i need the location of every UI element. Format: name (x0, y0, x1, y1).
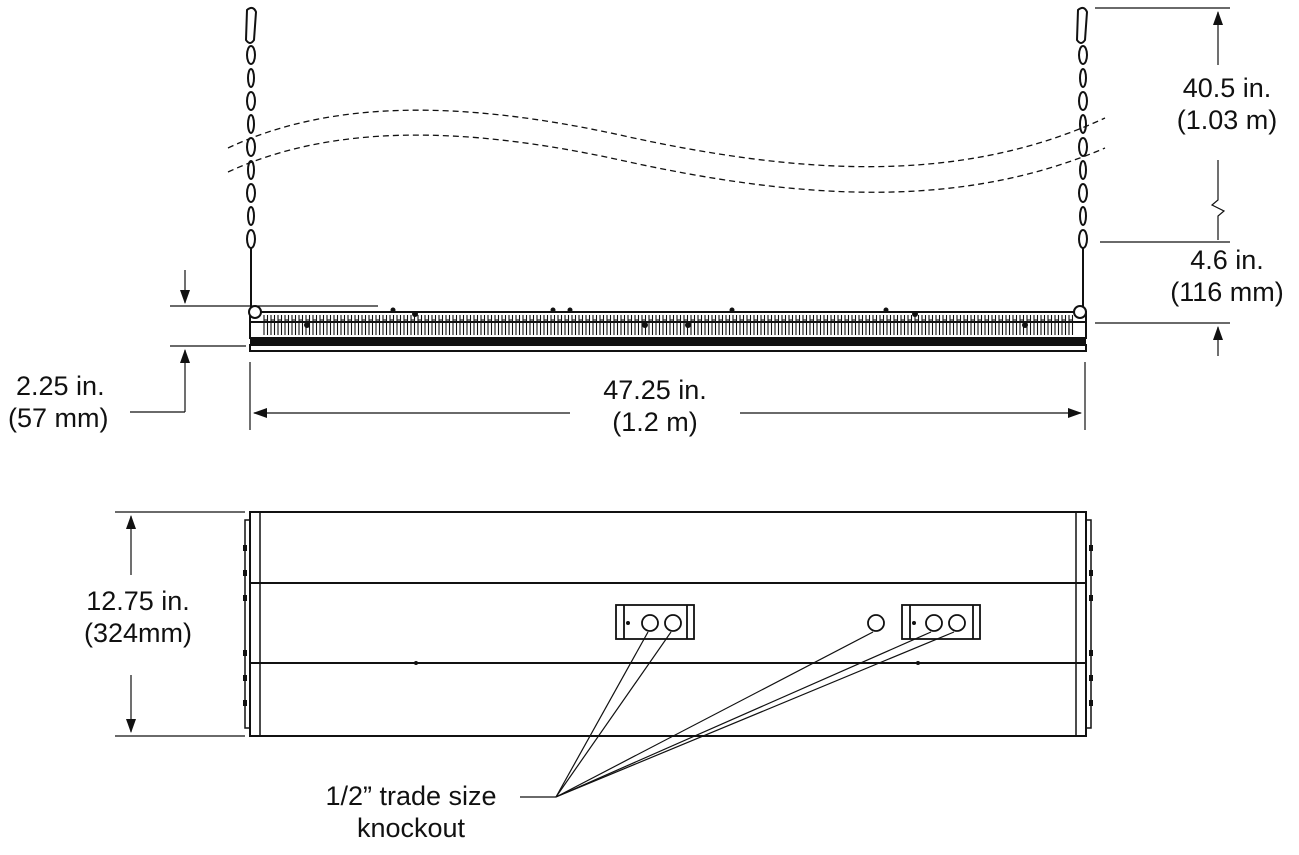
knockout-single (867, 614, 885, 632)
fixture-top-view (243, 511, 1093, 737)
fixture-width-label: 12.75 in. (324mm) (60, 585, 216, 650)
hook-height-metric: (116 mm) (1170, 277, 1284, 308)
left-chain (244, 6, 258, 308)
fixture-width-metric: (324mm) (83, 618, 192, 649)
knockout-callout-line2: knockout (356, 813, 466, 844)
chain-length-imperial: 40.5 in. (1182, 73, 1272, 103)
dimension-lines-plan (115, 511, 245, 737)
fixture-width-imperial: 12.75 in. (86, 586, 190, 616)
knockout-plate-left (615, 604, 695, 640)
chain-length-label: 40.5 in. (1.03 m) (1155, 72, 1299, 137)
hook-height-label: 4.6 in. (116 mm) (1155, 244, 1299, 309)
dimension-lines-front (130, 7, 1230, 430)
knockout-leader-lines (520, 631, 955, 798)
knockout-callout-label: 1/2” trade size knockout (300, 780, 522, 845)
knockout-plate-right (901, 604, 981, 640)
fixture-length-metric: (1.2 m) (612, 407, 698, 438)
hook-height-imperial: 4.6 in. (1190, 245, 1264, 275)
fixture-length-imperial: 47.25 in. (603, 375, 707, 405)
chain-length-metric: (1.03 m) (1176, 105, 1278, 136)
chain-break-lines (227, 109, 1106, 193)
fixture-height-imperial: 2.25 in. (16, 371, 105, 401)
fixture-height-metric: (57 mm) (8, 403, 109, 434)
fixture-front-view (248, 305, 1087, 352)
fixture-height-label: 2.25 in. (57 mm) (8, 370, 109, 435)
knockout-callout-line1: 1/2” trade size (325, 781, 497, 811)
fixture-length-label: 47.25 in. (1.2 m) (555, 374, 755, 439)
right-chain (1075, 6, 1089, 308)
